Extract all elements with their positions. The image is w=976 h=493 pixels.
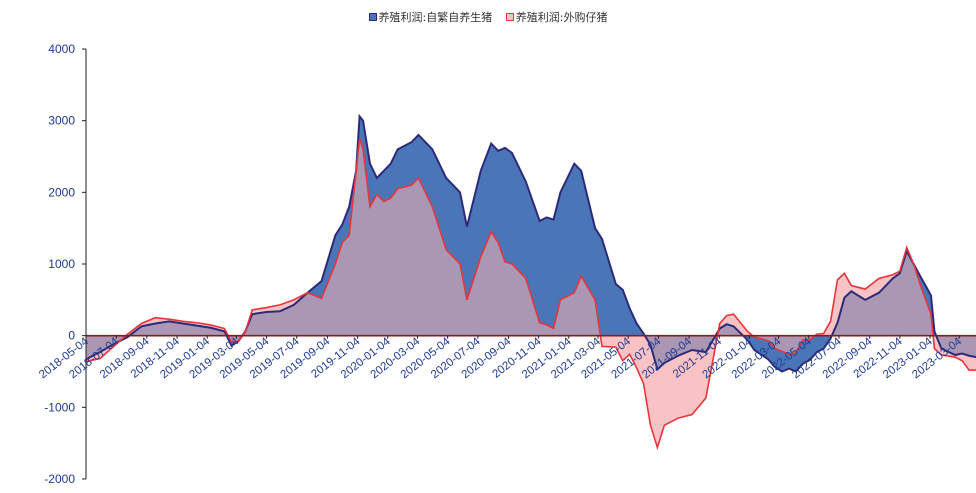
legend-item-breeding[interactable]: 养殖利润:自繁自养生猪 [368,9,493,25]
y-tick-label: -2000 [44,472,75,486]
y-tick-label: -1000 [44,400,75,414]
y-tick-label: 0 [68,329,75,343]
legend-swatch-purchased [505,13,514,21]
line-breeding [86,113,976,373]
y-tick-label: 3000 [48,114,75,128]
legend-swatch-breeding [368,13,377,21]
y-tick-label: 4000 [48,42,75,56]
legend-label-breeding: 养殖利润:自繁自养生猪 [378,11,493,24]
line-purchased [86,138,976,451]
y-tick-label: 1000 [48,257,75,271]
series-group [86,113,976,451]
legend: 养殖利润:自繁自养生猪 养殖利润:外购仔猪 [0,9,976,25]
legend-item-purchased[interactable]: 养殖利润:外购仔猪 [505,9,608,25]
y-tick-label: 2000 [48,185,75,199]
legend-label-purchased: 养殖利润:外购仔猪 [515,11,608,24]
